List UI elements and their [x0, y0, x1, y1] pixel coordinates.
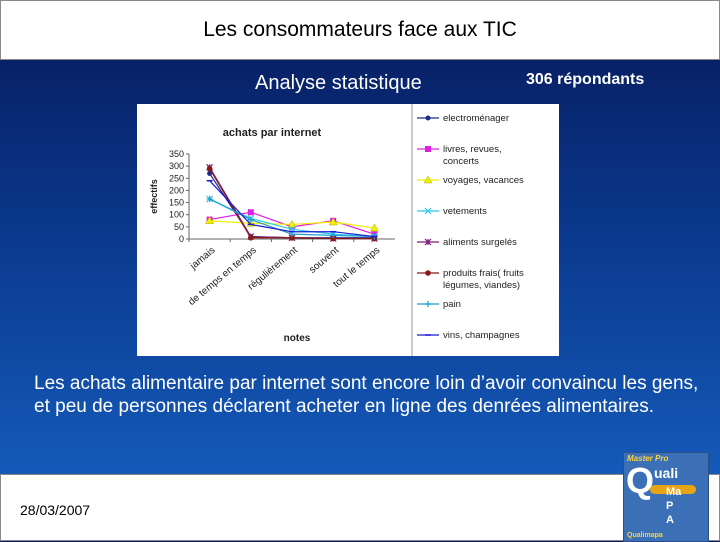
data-point	[425, 270, 431, 276]
legend-label: livres, revues,	[443, 144, 502, 155]
slide-date: 28/03/2007	[20, 502, 91, 518]
data-point	[369, 223, 379, 232]
y-tick-label: 50	[174, 222, 184, 232]
chart-title: achats par internet	[223, 127, 322, 139]
series-7	[206, 179, 378, 238]
data-point	[206, 195, 213, 202]
legend-item: vins, champagnes	[417, 330, 520, 341]
legend-item: aliments surgelés	[417, 237, 517, 248]
data-point	[247, 216, 254, 223]
legend-item: voyages, vacances	[417, 175, 524, 186]
data-point	[248, 234, 254, 241]
data-point	[287, 219, 297, 228]
slide-body-text: Les achats alimentaire par internet sont…	[34, 373, 699, 417]
data-point	[330, 235, 336, 242]
data-point	[424, 207, 432, 215]
series-2	[205, 216, 379, 232]
logo-rest: uali	[654, 465, 679, 481]
x-axis-label: notes	[284, 333, 311, 344]
logo-letter: Ma	[666, 486, 682, 498]
logo-letter: P	[666, 500, 674, 512]
legend-label: pain	[443, 299, 461, 310]
data-point	[205, 216, 215, 225]
respondents-count: 306 répondants	[526, 71, 645, 88]
y-tick-label: 0	[179, 234, 184, 244]
logo-letters: Ma P A	[666, 485, 681, 527]
slide-title: Les consommateurs face aux TIC	[203, 18, 517, 41]
legend-label: vetements	[443, 206, 487, 217]
slide-subtitle: Analyse statistique	[255, 72, 422, 94]
data-point	[328, 217, 338, 226]
chart-legend: electroménager livres, revues,concerts voy…	[417, 113, 524, 341]
data-point	[207, 170, 213, 176]
series-5	[206, 165, 378, 242]
legend-label: voyages, vacances	[443, 175, 524, 186]
y-tick-label: 250	[169, 173, 184, 183]
data-point	[425, 146, 431, 152]
logo-bottom-text: Qualimapa	[627, 532, 663, 539]
legend-label-cont: légumes, viandes)	[443, 280, 520, 291]
legend-item: electroménager	[417, 113, 509, 124]
chart-container: achats par internet effectifs notes 0 50 100 1…	[137, 104, 559, 356]
y-axis-label: effectifs	[149, 179, 159, 214]
line-chart: achats par internet effectifs notes 0 50 100 1…	[137, 104, 524, 356]
logo-letter: A	[666, 514, 674, 526]
title-bar: Les consommateurs face aux TIC	[0, 0, 720, 60]
y-tick-label: 350	[169, 149, 184, 159]
data-point	[289, 234, 295, 241]
y-tick-label: 150	[169, 198, 184, 208]
legend-label: electroménager	[443, 113, 509, 124]
legend-item: livres, revues,concerts	[417, 144, 502, 167]
data-point	[425, 115, 431, 121]
qualimapa-logo: Master Pro Q uali Ma P A Qualimapa	[623, 452, 709, 542]
legend-label-cont: concerts	[443, 156, 479, 167]
legend-item: pain	[417, 299, 461, 310]
data-point	[424, 238, 432, 246]
data-point	[247, 209, 254, 216]
chart-area-bg	[137, 104, 412, 356]
data-point	[206, 165, 213, 172]
footer-bar	[0, 474, 720, 541]
legend-label: produits frais( fruits	[443, 268, 524, 279]
data-point	[423, 175, 433, 184]
y-tick-label: 100	[169, 210, 184, 220]
legend-item: vetements	[417, 206, 487, 217]
spoon-icon	[650, 485, 696, 494]
y-tick-label: 200	[169, 185, 184, 195]
data-point	[425, 301, 431, 307]
y-tick-label: 300	[169, 161, 184, 171]
logo-top-text: Master Pro	[627, 454, 669, 463]
legend-label: vins, champagnes	[443, 330, 520, 341]
data-point	[330, 232, 337, 239]
logo-big-letter: Q	[626, 460, 655, 501]
legend-label: aliments surgelés	[443, 237, 517, 248]
